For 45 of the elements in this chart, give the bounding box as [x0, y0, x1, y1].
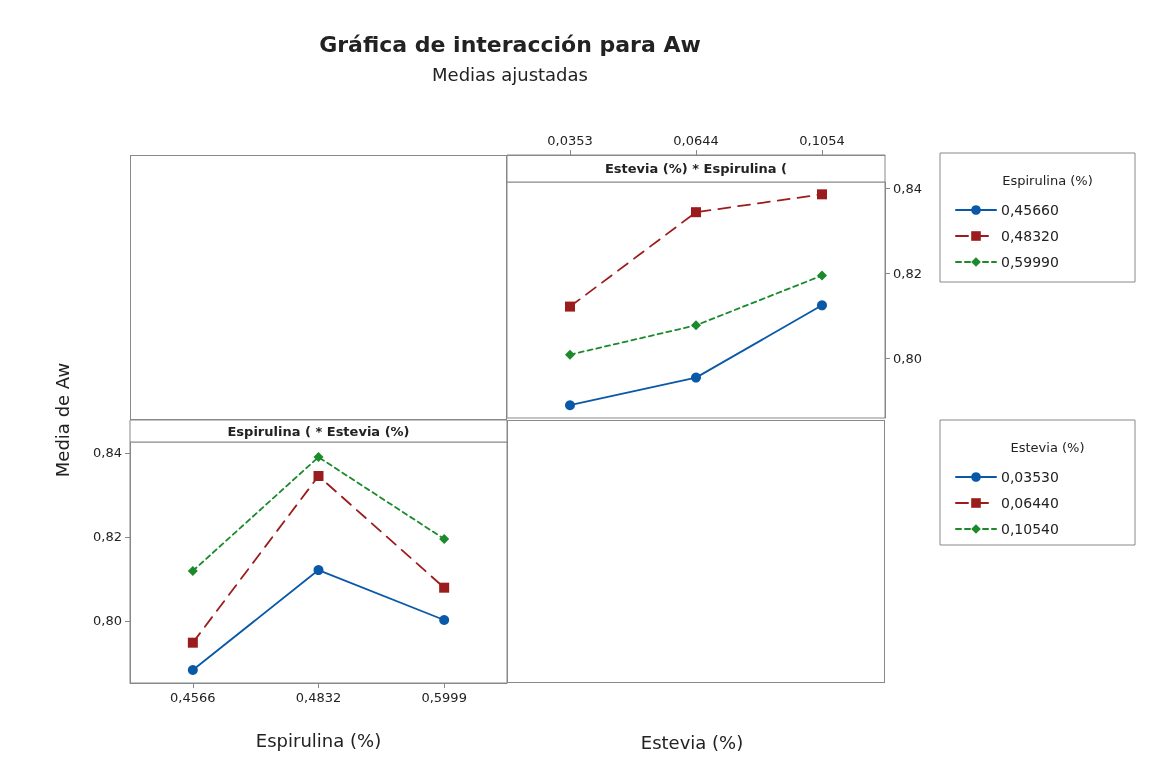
text: Estevia (%) * Espirulina ( — [604, 161, 788, 176]
y-tick-label: 0,80 — [893, 350, 922, 366]
point — [439, 582, 450, 593]
x-axis-title: Espirulina (%) — [255, 729, 382, 751]
legend-title: Espirulina (%) — [1002, 172, 1093, 188]
y-tick-label: 0,80 — [93, 613, 122, 629]
point — [691, 207, 701, 218]
chart-title: Gráfica de interacción para Aw — [319, 31, 701, 57]
legend-label: 0,59990 — [1001, 254, 1059, 270]
y-axis-title: Media de Aw — [51, 362, 73, 478]
point — [691, 320, 701, 331]
point — [691, 372, 701, 383]
legend-label: 0,10540 — [1001, 521, 1059, 537]
x-axis-title: Estevia (%) — [640, 731, 744, 753]
legend-label: 0,45660 — [1001, 202, 1059, 218]
y-tick-label: 0,84 — [893, 180, 922, 196]
point — [187, 664, 198, 675]
legend-label: 0,06440 — [1001, 495, 1059, 511]
point — [565, 349, 575, 360]
chart-subtitle: Medias ajustadas — [432, 63, 588, 85]
point — [817, 270, 827, 281]
point — [565, 301, 575, 312]
x-tick-label: 0,0353 — [547, 133, 593, 148]
legend-title: Estevia (%) — [1010, 439, 1085, 455]
y-tick-label: 0,84 — [93, 445, 122, 461]
point — [187, 637, 198, 648]
point — [439, 615, 450, 626]
x-tick-label: 0,1054 — [799, 133, 845, 148]
y-tick-label: 0,82 — [93, 529, 122, 545]
point — [439, 533, 450, 544]
point — [817, 189, 827, 200]
y-tick-label: 0,82 — [893, 265, 922, 281]
text: Espirulina ( * Estevia (%) — [227, 423, 410, 439]
x-tick-label: 0,4832 — [295, 690, 342, 705]
x-tick-label: 0,4566 — [170, 690, 216, 705]
point — [565, 400, 575, 411]
legend-label: 0,03530 — [1001, 469, 1059, 485]
point — [187, 565, 198, 576]
x-tick-label: 0,0644 — [673, 133, 719, 148]
legend-label: 0,48320 — [1001, 228, 1059, 244]
point — [313, 471, 324, 482]
point — [313, 452, 324, 463]
x-tick-label: 0,5999 — [421, 690, 467, 705]
point — [313, 565, 324, 576]
point — [817, 300, 827, 311]
